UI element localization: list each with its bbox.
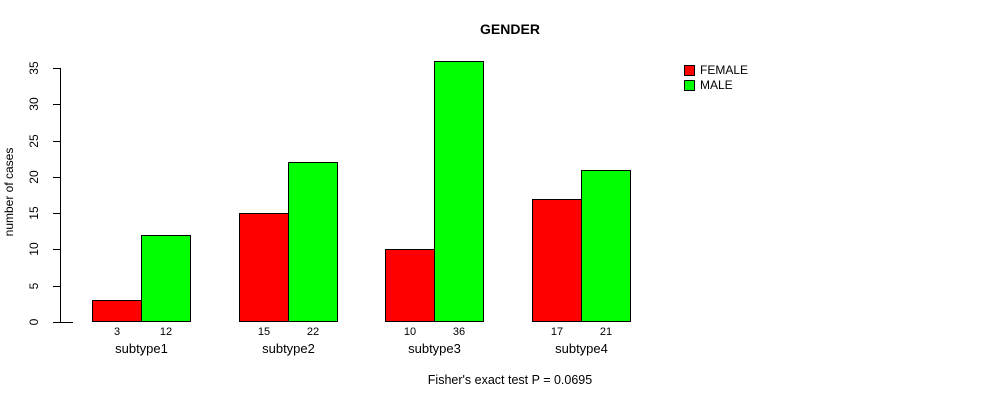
legend-item-male: MALE xyxy=(684,79,748,92)
fisher-test-annotation: Fisher's exact test P = 0.0695 xyxy=(427,373,593,387)
y-axis-tick-label: 5 xyxy=(27,282,41,290)
y-axis-tick-label: 10 xyxy=(27,242,41,256)
y-axis-tick-label: 20 xyxy=(27,170,41,184)
bar-male-subtype4 xyxy=(581,170,631,322)
bar-value-label: 10 xyxy=(403,326,417,338)
x-axis-category-label: subtype4 xyxy=(555,341,608,356)
bar-value-label: 36 xyxy=(452,326,466,338)
y-axis-tick xyxy=(53,322,61,323)
y-axis-tick xyxy=(53,177,61,178)
y-axis-tick xyxy=(53,213,61,214)
bar-value-label: 22 xyxy=(306,326,320,338)
bar-value-label: 3 xyxy=(113,326,121,338)
legend-item-female: FEMALE xyxy=(684,64,748,77)
y-axis xyxy=(60,68,61,323)
bar-male-subtype3 xyxy=(434,61,484,322)
legend-label: MALE xyxy=(700,78,733,92)
chart-title: GENDER xyxy=(480,21,540,37)
y-axis-tick xyxy=(53,249,61,250)
bar-female-subtype2 xyxy=(239,213,289,322)
legend: FEMALE MALE xyxy=(684,64,748,94)
bar-value-label: 12 xyxy=(159,326,173,338)
y-axis-tick-label: 15 xyxy=(27,206,41,220)
y-axis-tick-label: 35 xyxy=(27,61,41,75)
bar-female-subtype1 xyxy=(92,300,142,322)
y-axis-tick-label: 25 xyxy=(27,134,41,148)
y-axis-tick xyxy=(53,104,61,105)
y-axis-tick xyxy=(53,286,61,287)
y-axis-tick-label: 0 xyxy=(27,318,41,326)
x-axis-category-label: subtype1 xyxy=(115,341,168,356)
x-axis-stub xyxy=(60,322,73,323)
x-axis-category-label: subtype3 xyxy=(408,341,461,356)
y-axis-label: number of cases xyxy=(2,147,16,237)
bar-female-subtype3 xyxy=(385,249,435,322)
bar-value-label: 17 xyxy=(550,326,564,338)
y-axis-tick xyxy=(53,141,61,142)
y-axis-tick-label: 30 xyxy=(27,97,41,111)
x-axis-category-label: subtype2 xyxy=(262,341,315,356)
bar-male-subtype2 xyxy=(288,162,338,322)
legend-swatch-female xyxy=(684,65,695,76)
bar-value-label: 15 xyxy=(257,326,271,338)
bar-value-label: 21 xyxy=(599,326,613,338)
legend-swatch-male xyxy=(684,80,695,91)
legend-label: FEMALE xyxy=(700,63,749,77)
bar-female-subtype4 xyxy=(532,199,582,322)
y-axis-tick xyxy=(53,68,61,69)
bar-male-subtype1 xyxy=(141,235,191,322)
